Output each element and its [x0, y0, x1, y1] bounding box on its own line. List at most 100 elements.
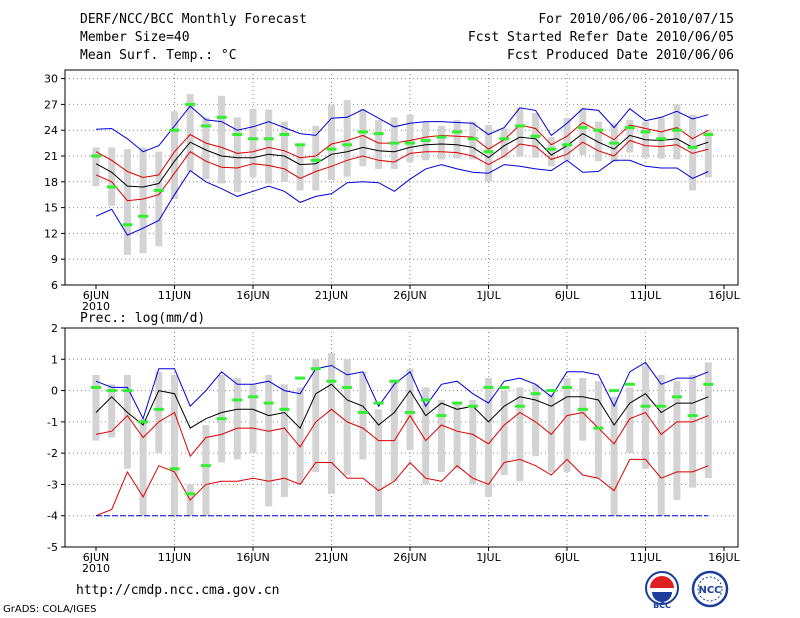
temp-member-marker — [185, 102, 196, 106]
temp-member-marker — [389, 141, 400, 145]
prec-x-tick-label: 16JUN — [236, 551, 270, 564]
prec-range-box — [139, 418, 147, 516]
prec-member-marker — [656, 404, 667, 408]
temp-member-marker — [687, 145, 698, 149]
temp-x-tick-label: 26JUN — [393, 289, 427, 302]
prec-member-marker — [373, 401, 384, 405]
temp-y-tick-label: 6 — [51, 279, 58, 292]
temp-member-marker — [546, 147, 557, 151]
prec-range-box — [516, 387, 524, 482]
temp-member-marker — [405, 141, 415, 145]
temp-member-marker — [169, 128, 180, 132]
temp-range-box — [469, 121, 477, 160]
temp-y-tick-label: 18 — [44, 176, 58, 189]
temp-range-box — [704, 130, 712, 178]
prec-member-marker — [499, 385, 510, 389]
temp-series-max — [95, 105, 709, 153]
temp-member-marker — [640, 130, 651, 134]
temp-series-upper — [95, 121, 709, 179]
prec-member-marker — [295, 376, 306, 380]
prec-member-marker — [593, 426, 604, 430]
prec-member-marker — [216, 417, 227, 421]
temp-member-marker — [310, 158, 321, 162]
temp-range-box — [312, 125, 320, 191]
temp-range-box — [689, 114, 697, 191]
prec-range-box — [485, 378, 492, 497]
temp-member-marker — [106, 185, 117, 189]
bcc-logo-text: BCC — [653, 601, 671, 610]
temp-range-box — [547, 137, 555, 167]
prec-y-tick-label: -4 — [47, 510, 58, 523]
prec-range-box — [453, 403, 461, 469]
prec-range-box — [390, 381, 398, 482]
footer-url[interactable]: http://cmdp.ncc.cma.gov.cn — [76, 583, 280, 598]
prec-range-box — [249, 384, 257, 454]
prec-range-box — [92, 374, 100, 441]
prec-member-marker — [357, 410, 368, 414]
prec-range-box — [328, 353, 335, 494]
prec-series-lower — [95, 458, 709, 517]
temp-x-tick-label: 21JUN — [315, 289, 349, 302]
prec-range-box — [657, 374, 665, 516]
temp-member-marker — [91, 154, 101, 158]
temp-range-box — [328, 104, 335, 181]
prec-member-marker — [562, 385, 572, 389]
temp-range-box — [265, 109, 273, 184]
temp-range-box — [359, 108, 367, 167]
prec-range-box — [626, 387, 634, 454]
temp-series-mean — [95, 133, 709, 188]
temp-range-box — [516, 107, 524, 157]
temp-y-tick-label: 24 — [44, 124, 58, 137]
prec-member-marker — [122, 389, 133, 393]
prec-member-marker — [452, 401, 463, 405]
temp-range-box — [171, 111, 178, 199]
temp-x-tick-label: 6JUL — [555, 289, 580, 302]
temp-member-marker — [703, 133, 714, 136]
temp-range-box — [375, 119, 383, 169]
fcst-started-date: Fcst Started Refer Date 2010/06/05 — [467, 30, 734, 45]
prec-member-marker — [483, 385, 494, 389]
temp-member-marker — [342, 143, 353, 147]
bcc-logo-icon: BCC — [645, 571, 679, 610]
prec-y-tick-label: -5 — [47, 541, 58, 554]
prec-member-marker — [640, 404, 651, 408]
temp-y-tick-label: 27 — [44, 98, 58, 111]
prec-member-marker — [248, 395, 258, 399]
prec-range-box — [265, 374, 273, 507]
temp-member-marker — [373, 132, 384, 136]
temp-member-marker — [514, 124, 525, 128]
prec-range-box — [704, 362, 712, 479]
prec-member-marker — [91, 385, 101, 389]
ncc-logo-text: NCC — [698, 585, 721, 596]
temp-member-marker — [436, 135, 447, 139]
temp-member-marker — [279, 133, 290, 136]
prec-member-marker — [420, 398, 431, 402]
prec-member-marker — [342, 385, 353, 389]
prec-range-box — [375, 409, 383, 516]
temp-x-tick-label: 6JUN — [83, 289, 110, 302]
prec-member-marker — [530, 392, 541, 396]
temp-range-box — [280, 121, 288, 182]
prec-range-box — [469, 399, 477, 485]
prec-member-marker — [310, 367, 321, 371]
prec-member-marker — [514, 404, 525, 408]
prec-member-marker — [671, 395, 682, 399]
prec-year-label: 2010 — [82, 562, 110, 575]
prec-member-marker — [185, 492, 196, 496]
temp-range-box — [296, 145, 304, 191]
prec-member-marker — [200, 464, 211, 468]
temp-y-tick-label: 30 — [44, 73, 58, 86]
temp-range-box — [233, 117, 241, 193]
prec-member-marker — [436, 414, 447, 418]
prec-range-box — [422, 387, 430, 485]
prec-plot-frame — [64, 327, 739, 548]
prec-x-tick-label: 11JUL — [630, 551, 662, 564]
prec-range-box — [343, 359, 351, 476]
member-size: Member Size=40 — [80, 30, 190, 45]
grads-credit: GrADS: COLA/IGES — [3, 604, 97, 615]
temp-range-box — [139, 147, 147, 254]
temp-member-marker — [609, 141, 620, 145]
prec-member-marker — [279, 407, 290, 411]
prec-range-box — [594, 381, 602, 479]
temp-member-marker — [467, 137, 478, 141]
